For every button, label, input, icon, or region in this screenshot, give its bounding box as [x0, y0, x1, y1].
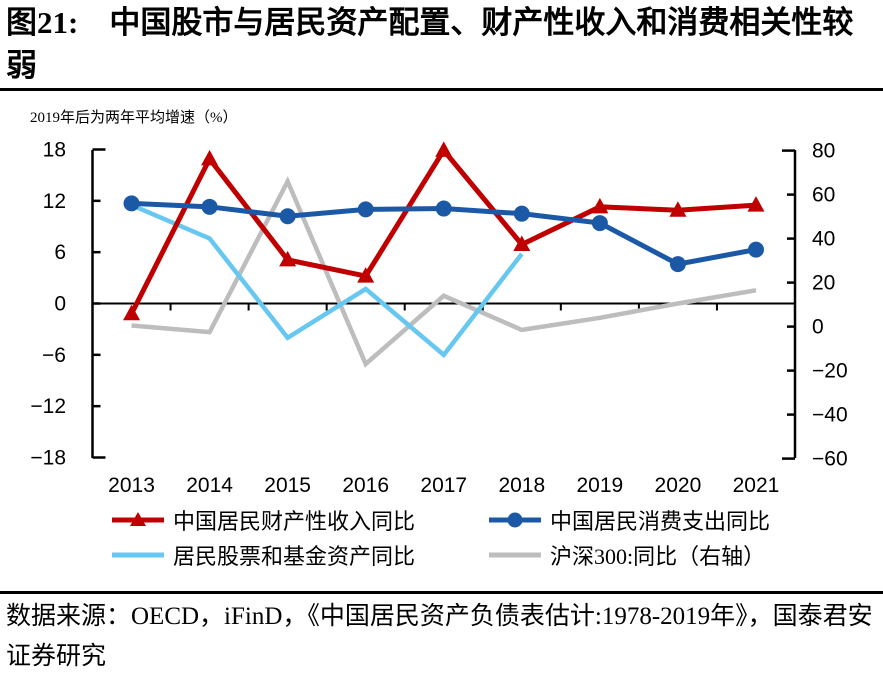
series-circle-marker — [435, 200, 452, 217]
legend-label: 沪深300:同比（右轴） — [550, 544, 766, 569]
legend-swatch-line — [112, 552, 164, 558]
series-circle-marker — [513, 205, 530, 222]
x-axis-label: 2013 — [108, 474, 155, 497]
left-axis-tick-label: −12 — [30, 395, 66, 418]
left-axis-tick-label: 12 — [43, 190, 66, 213]
right-axis-tick-label: −40 — [812, 404, 848, 427]
footer-divider — [0, 591, 883, 594]
x-axis-label: 2021 — [733, 474, 780, 497]
legend-circle-marker — [507, 512, 523, 528]
legend-item-3: 沪深300:同比（右轴） — [487, 542, 770, 569]
legend-triangle-marker — [130, 512, 146, 526]
left-axis-tick-label: −18 — [30, 447, 66, 470]
series-circle-marker — [201, 198, 218, 215]
series-triangle-marker — [513, 235, 531, 251]
legend-label: 中国居民消费支出同比 — [550, 509, 771, 534]
legend-label: 中国居民财产性收入同比 — [173, 509, 416, 534]
right-axis-tick-label: −20 — [812, 360, 848, 383]
chart-subtitle: 2019年后为两年平均增速（%） — [30, 110, 238, 126]
legend-label: 居民股票和基金资产同比 — [173, 544, 416, 569]
series-triangle-marker — [435, 141, 453, 157]
left-axis-tick-label: 18 — [43, 138, 66, 161]
series-triangle-marker — [279, 250, 297, 267]
left-axis-tick-label: −6 — [42, 344, 66, 367]
series-triangle-marker — [123, 304, 141, 321]
x-axis-label: 2019 — [577, 474, 624, 497]
right-axis-tick-label: 80 — [812, 140, 835, 163]
legend-item-1: 中国居民消费支出同比 — [487, 507, 771, 534]
x-axis-label: 2020 — [655, 474, 702, 497]
left-axis-tick-label: 6 — [54, 241, 66, 264]
series-circle-marker — [123, 195, 140, 212]
title-underline — [0, 88, 883, 91]
legend-swatch-line — [489, 552, 541, 558]
x-axis-label: 2015 — [264, 474, 311, 497]
left-axis-tick-label: 0 — [54, 293, 66, 316]
series-line-3 — [131, 176, 757, 368]
right-axis-tick-label: −60 — [812, 448, 848, 471]
series-line-2 — [130, 203, 524, 359]
x-axis-label: 2014 — [186, 474, 233, 497]
x-axis-label: 2017 — [420, 474, 467, 497]
right-axis-tick-label: 0 — [812, 316, 824, 339]
series-circle-marker — [747, 241, 764, 258]
series-triangle-marker — [591, 197, 609, 214]
x-axis-label: 2016 — [342, 474, 389, 497]
series-triangle-marker — [357, 267, 375, 283]
series-triangle-marker — [747, 196, 765, 212]
x-axis-label: 2018 — [498, 474, 545, 497]
right-axis-tick-label: 20 — [812, 272, 835, 295]
series-circle-marker — [591, 215, 608, 232]
legend-swatch-triangle — [112, 512, 164, 526]
series-circle-marker — [357, 201, 374, 218]
series-circle-marker — [669, 256, 686, 273]
legend-swatch-circle — [489, 512, 541, 528]
legend-item-0: 中国居民财产性收入同比 — [110, 507, 487, 534]
right-axis-tick-label: 40 — [812, 228, 835, 251]
series-triangle-marker — [669, 201, 687, 217]
series-circle-marker — [279, 208, 296, 225]
chart-legend: 中国居民财产性收入同比 中国居民消费支出同比居民股票和基金资产同比 沪深300:同比… — [110, 507, 771, 569]
right-axis-tick-label: 60 — [812, 184, 835, 207]
data-source: 数据来源：OECD，iFinD，《中国居民资产负债表估计:1978-2019年》… — [6, 603, 873, 670]
figure-title: 图21: 中国股市与居民资产配置、财产性收入和消费相关性较弱 — [6, 5, 854, 83]
series-line-0 — [129, 146, 757, 315]
legend-item-2: 居民股票和基金资产同比 — [110, 542, 487, 569]
series-triangle-marker — [201, 149, 219, 166]
